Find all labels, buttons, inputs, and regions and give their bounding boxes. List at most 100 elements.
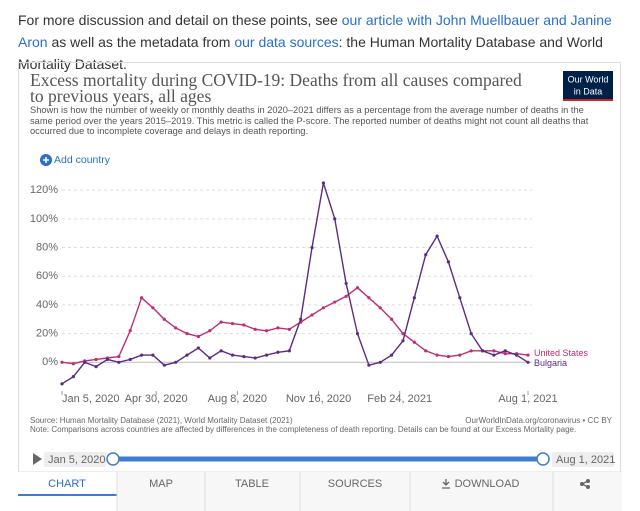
point bbox=[105, 357, 110, 362]
point bbox=[424, 349, 428, 353]
x-tick-label: Feb 24, 2021 bbox=[367, 393, 432, 405]
point bbox=[276, 326, 280, 330]
source: Source: Human Mortality Database (2021),… bbox=[30, 416, 293, 425]
point bbox=[242, 323, 246, 327]
point bbox=[515, 353, 519, 357]
intro-text: For more discussion and detail on these … bbox=[18, 9, 630, 75]
point bbox=[390, 353, 394, 357]
tab[interactable]: SOURCES bbox=[328, 478, 382, 490]
y-tick-label: 120% bbox=[30, 184, 58, 196]
point bbox=[321, 306, 326, 310]
point bbox=[242, 354, 246, 359]
share-dot bbox=[586, 479, 590, 483]
timeline-label-box bbox=[552, 452, 614, 467]
download-icon bbox=[442, 479, 450, 489]
point bbox=[83, 360, 87, 364]
tab-active bbox=[18, 472, 117, 511]
point bbox=[253, 327, 257, 331]
point bbox=[117, 354, 121, 359]
link[interactable]: our data sources bbox=[234, 34, 339, 50]
tab[interactable]: DOWNLOAD bbox=[455, 478, 520, 490]
point bbox=[503, 349, 507, 353]
timeline-handle[interactable] bbox=[106, 452, 120, 466]
point bbox=[492, 353, 496, 357]
point bbox=[219, 349, 223, 353]
point bbox=[390, 317, 394, 321]
point bbox=[128, 357, 132, 362]
point bbox=[174, 360, 178, 364]
point bbox=[253, 356, 257, 360]
y-tick-label: 40% bbox=[36, 299, 58, 311]
point bbox=[469, 332, 473, 336]
tab[interactable]: CHART bbox=[48, 478, 86, 490]
point bbox=[367, 296, 371, 300]
tab-separators bbox=[116, 472, 554, 511]
y-tick-label: 60% bbox=[36, 270, 58, 282]
tab-bar bbox=[117, 472, 622, 511]
point bbox=[60, 360, 64, 364]
point bbox=[367, 363, 371, 367]
timeline-handle[interactable] bbox=[536, 452, 550, 466]
tab[interactable]: MAP bbox=[149, 478, 173, 490]
point bbox=[264, 329, 269, 333]
point bbox=[71, 362, 75, 366]
y-tick-label: 0% bbox=[42, 356, 58, 368]
point bbox=[162, 317, 166, 321]
point bbox=[219, 320, 223, 324]
point bbox=[60, 382, 64, 386]
point bbox=[344, 281, 348, 286]
add-country[interactable]: Add country bbox=[54, 154, 111, 166]
logo-text: in Data bbox=[574, 86, 603, 96]
chart-subtitle: Shown is how the number of weekly or mon… bbox=[30, 105, 589, 136]
point bbox=[344, 294, 348, 298]
chart-frame bbox=[18, 62, 621, 511]
point bbox=[446, 260, 451, 264]
point bbox=[378, 360, 382, 364]
point bbox=[503, 352, 507, 356]
point bbox=[162, 363, 166, 367]
x-tick-label: Aug 8, 2020 bbox=[208, 393, 267, 405]
y-tick-label: 20% bbox=[36, 328, 58, 340]
point bbox=[196, 334, 200, 339]
point bbox=[435, 234, 439, 238]
point bbox=[287, 349, 291, 353]
tab[interactable]: TABLE bbox=[235, 478, 269, 490]
x-tick-label: Jan 5, 2020 bbox=[62, 393, 120, 405]
x-tick-label: Aug 1, 2021 bbox=[498, 393, 557, 405]
text: as well as the metadata from bbox=[47, 34, 235, 50]
point bbox=[94, 365, 98, 369]
point bbox=[139, 296, 144, 300]
point bbox=[276, 350, 280, 354]
point bbox=[435, 353, 439, 357]
point bbox=[208, 356, 212, 360]
logo[interactable] bbox=[563, 71, 613, 101]
point bbox=[333, 217, 337, 221]
series-label: Bulgaria bbox=[534, 358, 567, 368]
point bbox=[333, 300, 337, 304]
share-dot bbox=[586, 485, 590, 489]
point bbox=[458, 353, 462, 357]
series-line bbox=[61, 182, 529, 385]
share-dot bbox=[580, 482, 584, 486]
link[interactable]: our article with John Muellbauer and Jan… bbox=[18, 12, 612, 50]
point bbox=[128, 329, 132, 333]
point bbox=[299, 317, 303, 321]
point bbox=[401, 332, 405, 336]
point bbox=[208, 329, 212, 333]
point bbox=[480, 349, 485, 353]
point bbox=[310, 313, 314, 317]
point bbox=[526, 353, 530, 357]
source-url[interactable]: OurWorldInData.org/coronavirus • CC BY bbox=[465, 416, 612, 425]
point bbox=[310, 245, 314, 250]
point bbox=[94, 357, 98, 362]
x-tick-label: Apr 30, 2020 bbox=[125, 393, 188, 405]
x-tick-label: Nov 16, 2020 bbox=[286, 393, 351, 405]
point bbox=[230, 353, 235, 357]
point bbox=[151, 306, 155, 310]
point bbox=[492, 349, 496, 353]
point bbox=[458, 296, 462, 300]
play-button[interactable] bbox=[33, 453, 42, 465]
timeline-end: Aug 1, 2021 bbox=[556, 454, 615, 466]
chart-title: Excess mortality during COVID-19: Deaths… bbox=[30, 70, 522, 106]
